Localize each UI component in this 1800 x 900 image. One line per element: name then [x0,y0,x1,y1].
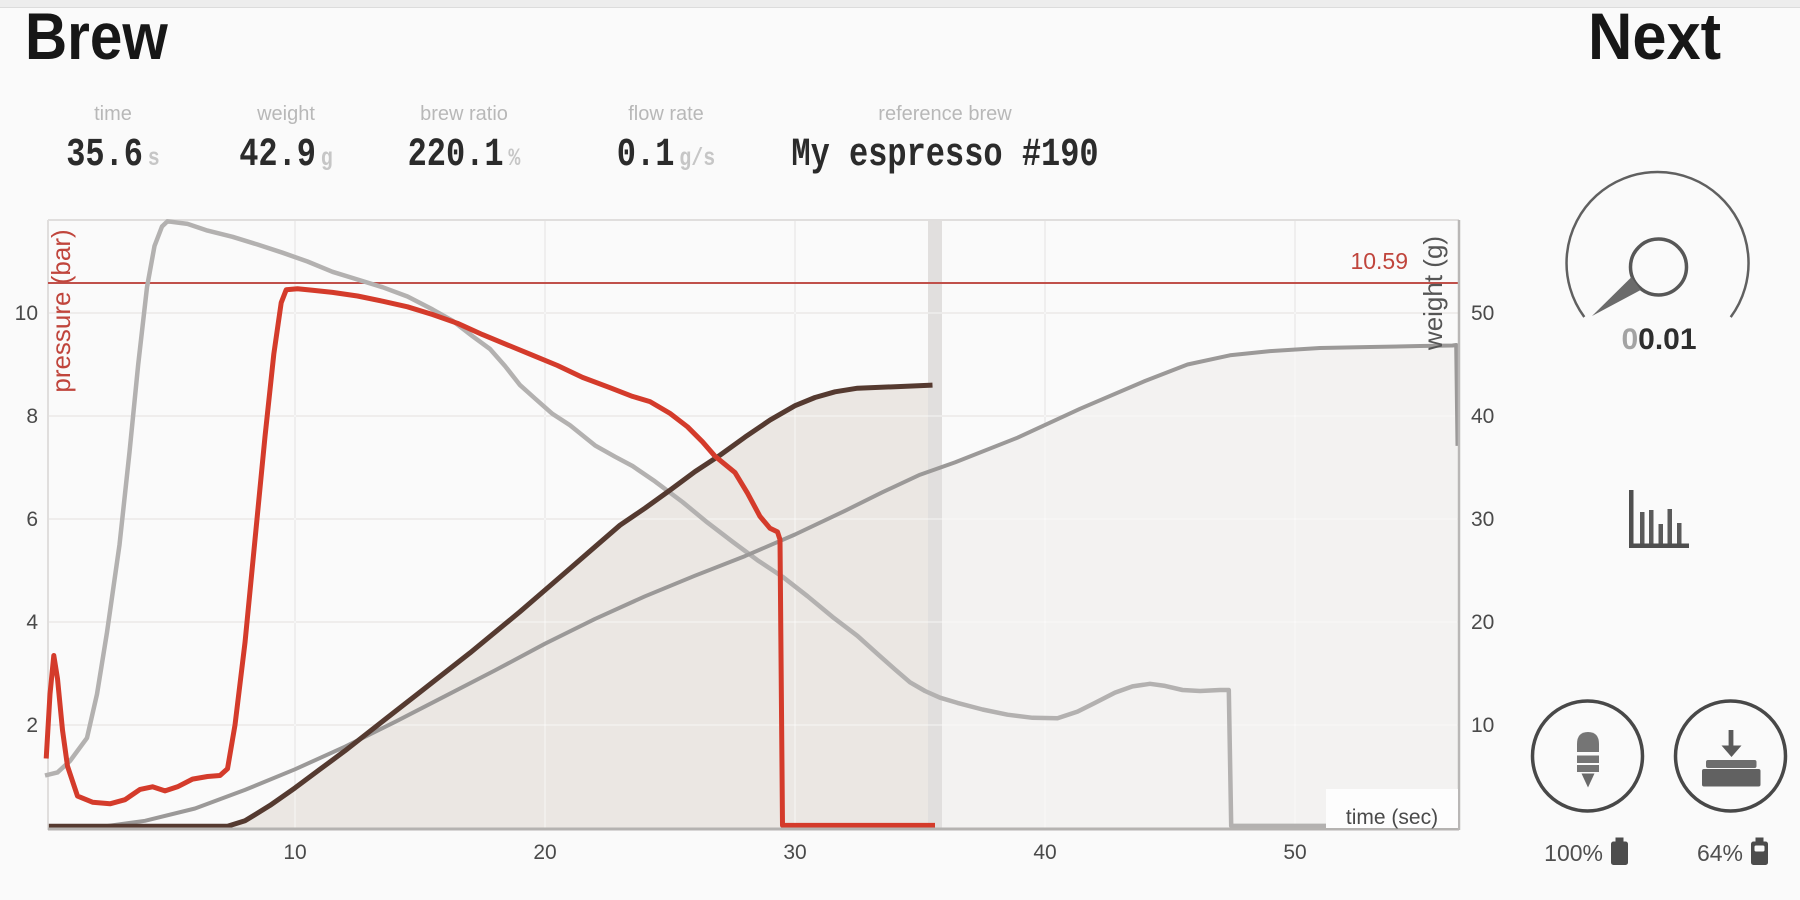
svg-text:20: 20 [1471,611,1494,634]
svg-text:time (sec): time (sec) [1346,806,1438,829]
svg-text:50: 50 [1283,841,1306,864]
svg-text:40: 40 [1471,405,1494,428]
svg-text:100%: 100% [1544,840,1603,866]
svg-text:30: 30 [1471,508,1494,531]
svg-text:20: 20 [533,841,556,864]
svg-text:10.59: 10.59 [1350,248,1408,274]
svg-text:8: 8 [26,405,38,428]
svg-text:pressure (bar): pressure (bar) [46,229,76,392]
svg-text:30: 30 [783,841,806,864]
svg-text:10: 10 [15,302,38,325]
svg-text:00.01: 00.01 [1621,323,1696,356]
svg-text:weight (g): weight (g) [1418,236,1448,351]
svg-text:2: 2 [26,714,38,737]
svg-text:50: 50 [1471,302,1494,325]
svg-text:40: 40 [1033,841,1056,864]
svg-text:64%: 64% [1697,840,1743,866]
svg-text:4: 4 [26,611,38,634]
svg-text:6: 6 [26,508,38,531]
svg-text:10: 10 [1471,714,1494,737]
svg-text:10: 10 [283,841,306,864]
